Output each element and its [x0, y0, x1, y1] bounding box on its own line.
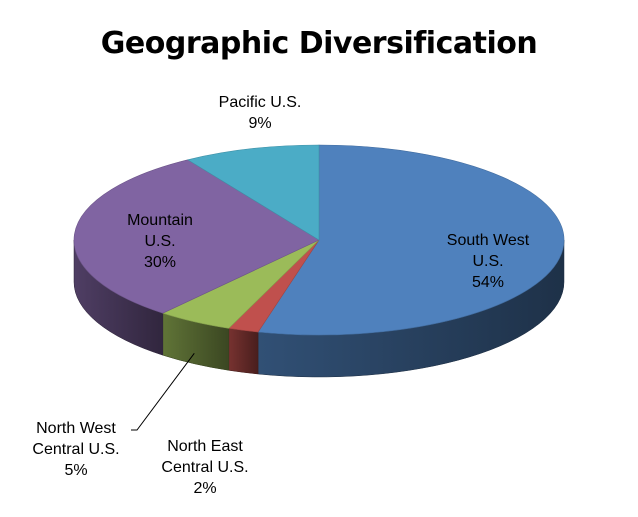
- slice-label-mountain: Mountain U.S. 30%: [127, 212, 193, 271]
- slice-label-north-west-central: North West Central U.S. 5%: [32, 420, 120, 479]
- slice-label-pacific: Pacific U.S. 9%: [218, 94, 302, 132]
- pie-slice-mountain-u-s: [73, 159, 320, 314]
- slice-label-north-east-central: North East Central U.S. 2%: [161, 438, 249, 497]
- leader-line-north-west-central: [131, 352, 195, 431]
- slice-label-south-west: South West U.S. 54%: [446, 232, 530, 291]
- pie-side-north-east-central-u-s: [228, 328, 259, 375]
- pie-slice-south-west-u-s: [257, 144, 565, 336]
- chart-title: Geographic Diversification: [100, 26, 538, 61]
- pie-slices: [73, 144, 565, 336]
- pie-slice-pacific-u-s: [186, 144, 320, 241]
- pie-side-walls: [73, 239, 565, 378]
